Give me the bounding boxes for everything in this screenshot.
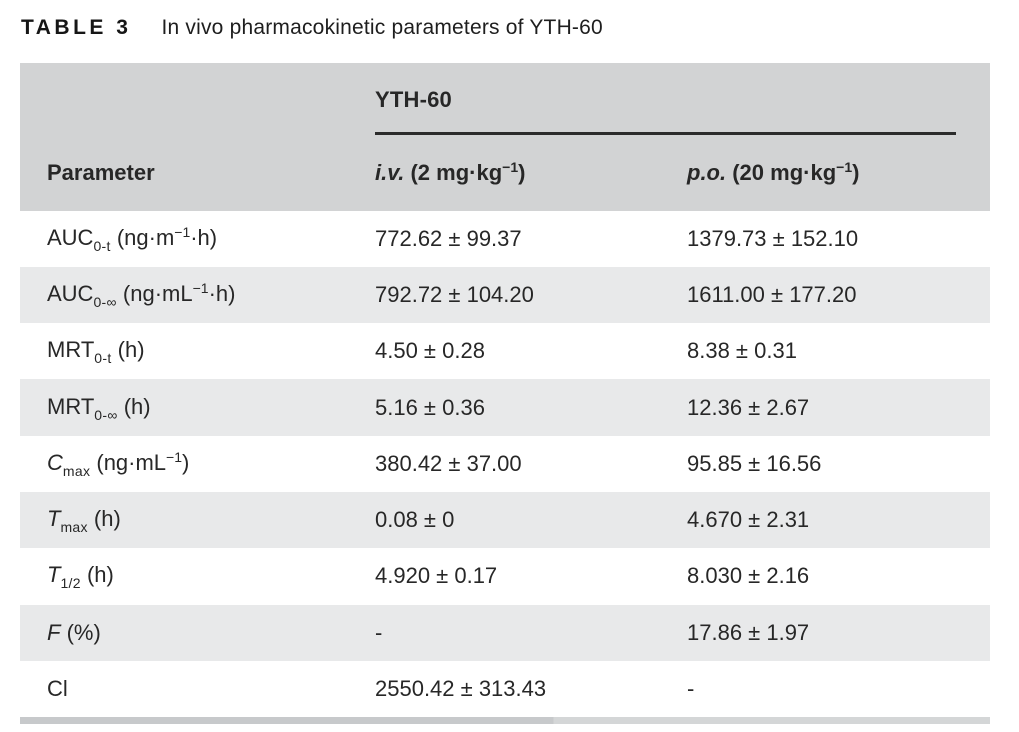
text-segment: ·h) [190, 224, 218, 250]
text-segment: −1 [166, 448, 183, 465]
table-row: Cmax (ng·mL−1) 380.42 ± 37.00 95.85 ± 16.5… [20, 435, 990, 492]
text-segment: (h) [117, 393, 151, 419]
po-value-cell: 12.36 ± 2.67 [687, 394, 810, 420]
table-row: MRT0-t (h) 4.50 ± 0.28 8.38 ± 0.31 [20, 323, 990, 380]
text-segment: (ng·m [110, 224, 175, 250]
group-header-row: YTH-60 [20, 86, 990, 113]
text-segment: max [62, 462, 91, 479]
text-segment: −1 [174, 223, 191, 240]
po-value-cell: 8.030 ± 2.16 [687, 563, 810, 589]
table-row: Cl 2550.42 ± 313.43 - [20, 660, 990, 718]
table-row: AUC0-∞ (ng·mL−1·h) 792.72 ± 104.20 1611.00… [20, 266, 990, 324]
column-header-parameter: Parameter [20, 160, 375, 188]
parameter-cell: AUC0-t (ng·m−1·h) [20, 223, 375, 254]
po-value-cell: 1379.73 ± 152.10 [687, 225, 859, 251]
text-segment: ) [182, 449, 190, 475]
column-header-iv-dose: i.v. (2 mg·kg−1) [375, 158, 687, 188]
text-segment: F [47, 619, 61, 645]
parameter-cell: Cmax (ng·mL−1) [20, 448, 375, 479]
table-row: F (%) -17.86 ± 1.97 [20, 604, 990, 661]
group-header-rule [375, 132, 956, 135]
text-segment: T [47, 506, 61, 532]
parameter-cell: F (%) [20, 620, 375, 646]
text-segment: (ng·mL [116, 280, 193, 306]
po-value-cell: - [687, 676, 695, 702]
pharmacokinetics-table: YTH-60 Parameter i.v. (2 mg·kg−1) p.o. (… [20, 63, 990, 725]
parameter-cell: AUC0-∞ (ng·mL−1·h) [20, 279, 375, 310]
text-segment: T [47, 562, 61, 588]
table-number: TABLE 3 [21, 16, 132, 39]
table-caption: TABLE 3 In vivo pharmacokinetic parameter… [21, 13, 603, 43]
text-segment: MRT [47, 337, 95, 363]
po-value-cell: 8.38 ± 0.31 [687, 338, 797, 364]
text-segment: ·h) [208, 280, 236, 306]
table-row: AUC0-t (ng·m−1·h) 772.62 ± 99.37 1379.73 ±… [20, 210, 990, 267]
table-title: In vivo pharmacokinetic parameters of YT… [161, 16, 603, 39]
text-segment: (h) [80, 562, 114, 588]
text-segment: −1 [502, 158, 519, 175]
text-segment: (h) [87, 506, 121, 532]
iv-value-cell: 5.16 ± 0.36 [375, 394, 485, 420]
table-header: YTH-60 Parameter i.v. (2 mg·kg−1) p.o. (… [20, 63, 990, 211]
text-segment: AUC [47, 224, 94, 250]
text-segment: 0-∞ [93, 293, 117, 310]
parameter-cell: MRT0-t (h) [20, 337, 375, 367]
text-segment: Cl [47, 676, 68, 702]
table-row: T1/2 (h) 4.920 ± 0.17 8.030 ± 2.16 [20, 548, 990, 605]
text-segment: AUC [47, 280, 94, 306]
iv-value-cell: 772.62 ± 99.37 [375, 225, 522, 251]
table-body: AUC0-t (ng·m−1·h) 772.62 ± 99.37 1379.73 ±… [20, 210, 990, 718]
text-segment: 0-t [94, 350, 112, 367]
po-value-cell: 17.86 ± 1.97 [687, 619, 810, 645]
po-value-cell: 1611.00 ± 177.20 [687, 281, 857, 307]
text-segment: −1 [836, 158, 853, 175]
text-segment: (%) [60, 619, 101, 645]
parameter-cell: T1/2 (h) [20, 562, 375, 592]
text-segment: MRT [47, 393, 95, 419]
column-header-row: Parameter i.v. (2 mg·kg−1) p.o. (20 mg·k… [20, 135, 990, 211]
text-segment: 1/2 [60, 575, 81, 592]
po-value-cell: 95.85 ± 16.56 [687, 450, 822, 476]
parameter-cell: Tmax (h) [20, 506, 375, 536]
iv-value-cell: 380.42 ± 37.00 [375, 450, 522, 476]
iv-value-cell: 2550.42 ± 313.43 [375, 676, 547, 702]
text-segment: 0-∞ [94, 406, 118, 423]
group-header-label: YTH-60 [375, 87, 452, 112]
iv-value-cell: 792.72 ± 104.20 [375, 281, 534, 307]
table-row: MRT0-∞ (h) 5.16 ± 0.36 12.36 ± 2.67 [20, 379, 990, 436]
text-segment: 0-t [93, 237, 111, 254]
iv-value-cell: 4.920 ± 0.17 [375, 563, 498, 589]
text-segment: Parameter [47, 159, 155, 185]
table-bottom-rule [20, 717, 990, 725]
iv-value-cell: 0.08 ± 0 [375, 507, 455, 533]
column-header-po-dose: p.o. (20 mg·kg−1) [687, 158, 990, 188]
po-value-cell: 4.670 ± 2.31 [687, 507, 810, 533]
text-segment: (2 mg·kg [410, 159, 503, 185]
text-segment: p.o. [687, 159, 733, 185]
iv-value-cell: - [375, 619, 383, 645]
text-segment: (h) [111, 337, 145, 363]
text-segment: (20 mg·kg [732, 159, 837, 185]
text-segment: ) [852, 159, 860, 185]
table-row: Tmax (h) 0.08 ± 0 4.670 ± 2.31 [20, 491, 990, 549]
text-segment: C [47, 449, 63, 475]
text-segment: i.v. [375, 159, 411, 185]
parameter-cell: MRT0-∞ (h) [20, 393, 375, 423]
text-segment: max [60, 519, 88, 536]
text-segment: −1 [192, 279, 209, 296]
text-segment: (ng·mL [90, 449, 167, 475]
iv-value-cell: 4.50 ± 0.28 [375, 338, 485, 364]
text-segment: ) [518, 159, 526, 185]
parameter-cell: Cl [20, 676, 375, 702]
